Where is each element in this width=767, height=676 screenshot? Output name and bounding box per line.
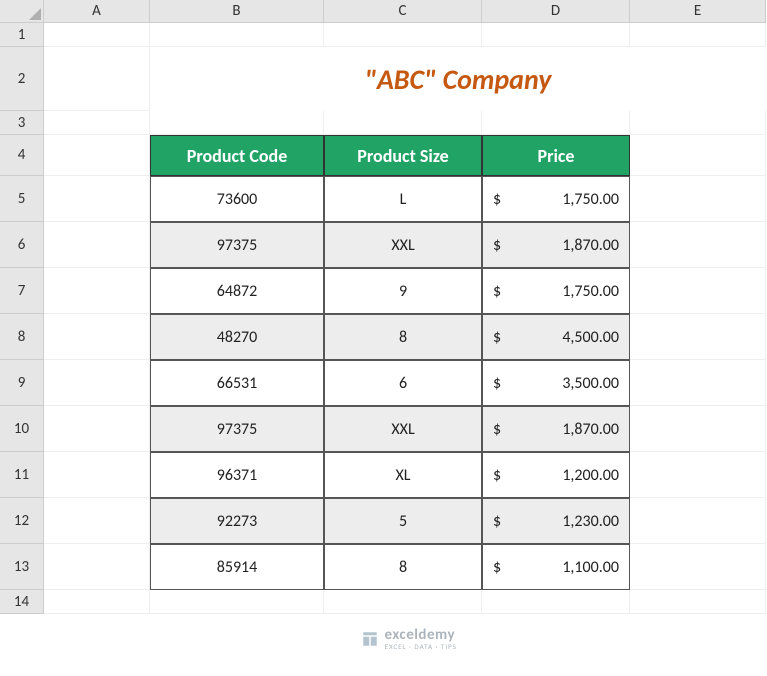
watermark-brand: exceldemy	[385, 628, 457, 643]
logo-icon	[361, 630, 379, 648]
title-cell[interactable]: "ABC" Company	[150, 47, 766, 111]
cell-A2[interactable]	[44, 47, 150, 111]
table-cell-code[interactable]: 97375	[150, 222, 324, 268]
table-cell-price[interactable]: $1,100.00	[482, 544, 630, 590]
table-cell-code[interactable]: 97375	[150, 406, 324, 452]
cell-E13[interactable]	[630, 544, 766, 590]
table-cell-price[interactable]: $1,750.00	[482, 176, 630, 222]
col-header-D[interactable]: D	[482, 0, 630, 23]
watermark: exceldemy EXCEL · DATA · TIPS	[361, 628, 457, 650]
table-cell-code[interactable]: 96371	[150, 452, 324, 498]
cell-A5[interactable]	[44, 176, 150, 222]
row-header-1[interactable]: 1	[0, 23, 44, 47]
cell-B1[interactable]	[150, 23, 324, 47]
row-header-4[interactable]: 4	[0, 135, 44, 176]
table-cell-price[interactable]: $3,500.00	[482, 360, 630, 406]
row-header-8[interactable]: 8	[0, 314, 44, 360]
cell-A3[interactable]	[44, 111, 150, 135]
cell-C3[interactable]	[324, 111, 482, 135]
row-header-2[interactable]: 2	[0, 47, 44, 111]
row-header-9[interactable]: 9	[0, 360, 44, 406]
table-cell-price[interactable]: $4,500.00	[482, 314, 630, 360]
table-cell-size[interactable]: L	[324, 176, 482, 222]
col-header-A[interactable]: A	[44, 0, 150, 23]
cell-B14[interactable]	[150, 590, 324, 614]
cell-E9[interactable]	[630, 360, 766, 406]
table-cell-size[interactable]: 8	[324, 314, 482, 360]
table-cell-size[interactable]: XL	[324, 452, 482, 498]
watermark-tagline: EXCEL · DATA · TIPS	[385, 643, 457, 650]
cell-A14[interactable]	[44, 590, 150, 614]
cell-B3[interactable]	[150, 111, 324, 135]
cell-A10[interactable]	[44, 406, 150, 452]
row-header-11[interactable]: 11	[0, 452, 44, 498]
cell-E4[interactable]	[630, 135, 766, 176]
cell-A1[interactable]	[44, 23, 150, 47]
table-cell-price[interactable]: $1,870.00	[482, 222, 630, 268]
row-header-3[interactable]: 3	[0, 111, 44, 135]
row-header-5[interactable]: 5	[0, 176, 44, 222]
cell-A11[interactable]	[44, 452, 150, 498]
cell-A8[interactable]	[44, 314, 150, 360]
row-header-7[interactable]: 7	[0, 268, 44, 314]
table-cell-code[interactable]: 66531	[150, 360, 324, 406]
table-cell-code[interactable]: 92273	[150, 498, 324, 544]
table-cell-code[interactable]: 64872	[150, 268, 324, 314]
table-cell-size[interactable]: 8	[324, 544, 482, 590]
cell-E3[interactable]	[630, 111, 766, 135]
table-cell-price[interactable]: $1,200.00	[482, 452, 630, 498]
table-cell-code[interactable]: 73600	[150, 176, 324, 222]
cell-E10[interactable]	[630, 406, 766, 452]
table-header[interactable]: Price	[482, 135, 630, 176]
cell-A12[interactable]	[44, 498, 150, 544]
table-cell-price[interactable]: $1,870.00	[482, 406, 630, 452]
table-cell-size[interactable]: 9	[324, 268, 482, 314]
table-cell-price[interactable]: $1,750.00	[482, 268, 630, 314]
cell-E7[interactable]	[630, 268, 766, 314]
col-header-B[interactable]: B	[150, 0, 324, 23]
table-cell-code[interactable]: 48270	[150, 314, 324, 360]
cell-C1[interactable]	[324, 23, 482, 47]
cell-E5[interactable]	[630, 176, 766, 222]
select-all-corner[interactable]	[0, 0, 44, 23]
row-header-13[interactable]: 13	[0, 544, 44, 590]
cell-E6[interactable]	[630, 222, 766, 268]
cell-D1[interactable]	[482, 23, 630, 47]
cell-C14[interactable]	[324, 590, 482, 614]
cell-E1[interactable]	[630, 23, 766, 47]
cell-A9[interactable]	[44, 360, 150, 406]
table-cell-price[interactable]: $1,230.00	[482, 498, 630, 544]
spreadsheet-grid[interactable]: ABCDE 12 "ABC" Company 34 Product CodeProduc…	[0, 0, 767, 614]
table-cell-size[interactable]: 5	[324, 498, 482, 544]
cell-E11[interactable]	[630, 452, 766, 498]
table-header[interactable]: Product Code	[150, 135, 324, 176]
row-header-12[interactable]: 12	[0, 498, 44, 544]
cell-A6[interactable]	[44, 222, 150, 268]
company-title: "ABC" Company	[365, 62, 552, 97]
cell-D3[interactable]	[482, 111, 630, 135]
cell-E8[interactable]	[630, 314, 766, 360]
cell-E14[interactable]	[630, 590, 766, 614]
table-header[interactable]: Product Size	[324, 135, 482, 176]
cell-D14[interactable]	[482, 590, 630, 614]
row-header-14[interactable]: 14	[0, 590, 44, 614]
col-header-E[interactable]: E	[630, 0, 766, 23]
table-cell-size[interactable]: XXL	[324, 222, 482, 268]
table-cell-size[interactable]: XXL	[324, 406, 482, 452]
cell-A7[interactable]	[44, 268, 150, 314]
table-cell-code[interactable]: 85914	[150, 544, 324, 590]
cell-A4[interactable]	[44, 135, 150, 176]
row-header-6[interactable]: 6	[0, 222, 44, 268]
row-header-10[interactable]: 10	[0, 406, 44, 452]
cell-E12[interactable]	[630, 498, 766, 544]
col-header-C[interactable]: C	[324, 0, 482, 23]
table-cell-size[interactable]: 6	[324, 360, 482, 406]
cell-A13[interactable]	[44, 544, 150, 590]
